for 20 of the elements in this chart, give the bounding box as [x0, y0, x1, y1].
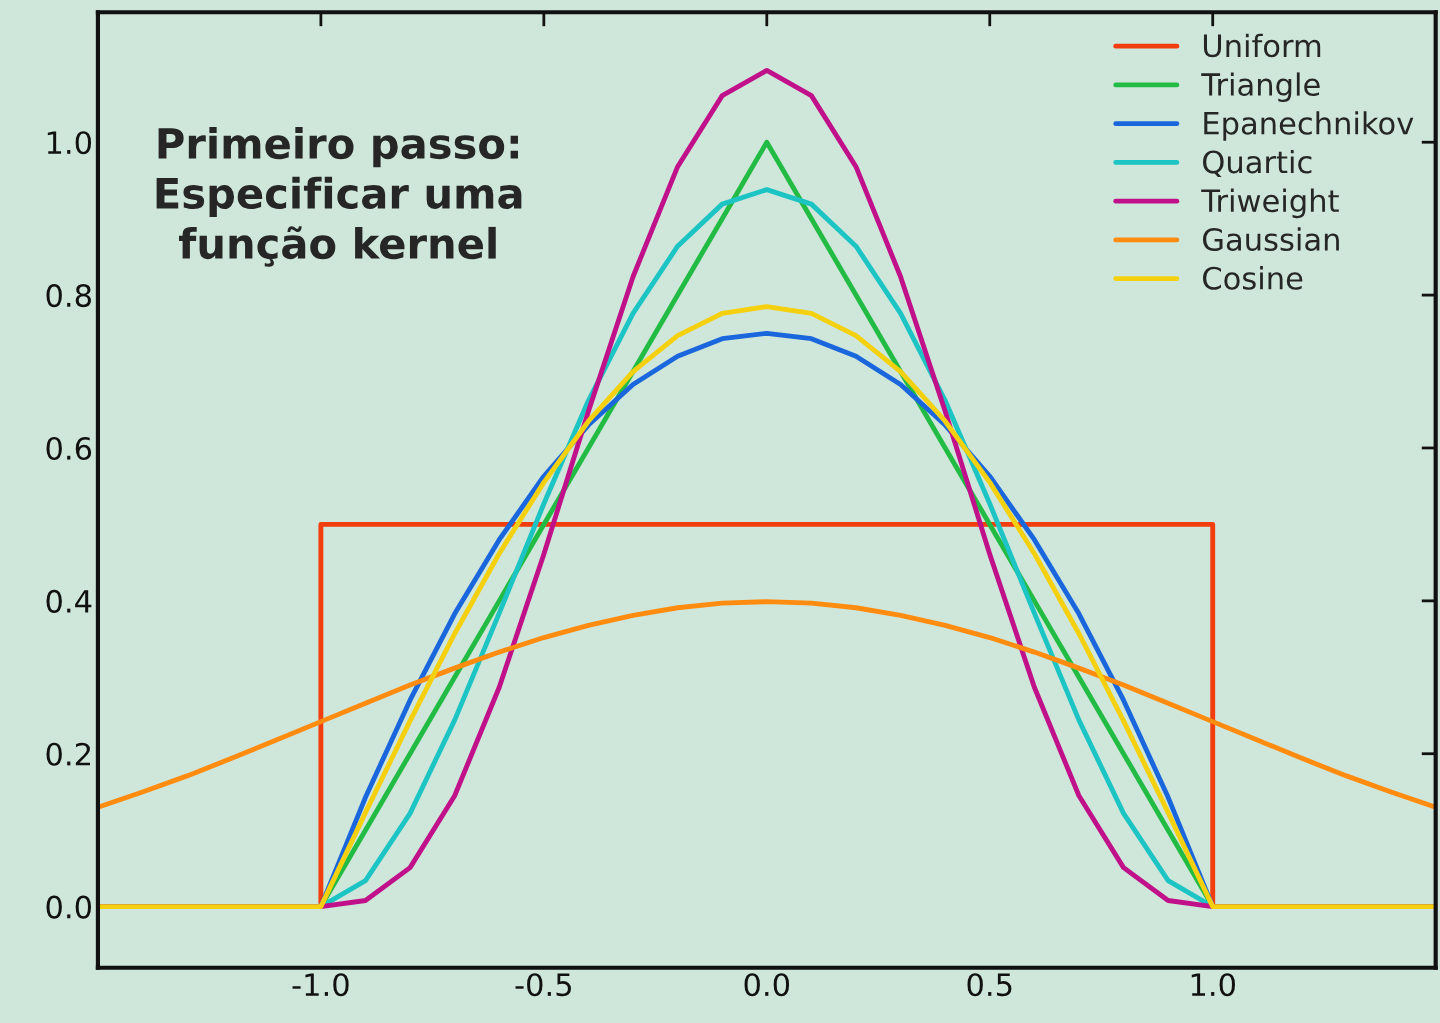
legend-label: Triweight [1201, 188, 1339, 219]
x-tick-label: 0.0 [744, 973, 790, 997]
y-tick-label: 0.0 [46, 895, 92, 919]
x-tick-label: 0.5 [967, 973, 1012, 997]
y-tick-label: 0.8 [46, 284, 91, 308]
legend-label: Epanechnikov [1204, 111, 1414, 141]
legend-label: Triangle [1201, 72, 1320, 102]
y-tick-label: 0.6 [46, 436, 92, 461]
annotation: Primeiro passo: Especificar uma função kernel [156, 126, 522, 267]
x-tick-label: -0.5 [515, 973, 571, 997]
legend-label: Quartic [1203, 149, 1312, 178]
x-tick-label: 1.0 [1191, 973, 1235, 997]
line-series [97, 599, 1436, 810]
legend-label: Gaussian [1203, 227, 1339, 252]
legend-label: Uniform [1203, 33, 1321, 58]
y-tick-label: 0.2 [46, 742, 90, 766]
x-tick-label: -1.0 [292, 973, 349, 997]
y-tick-label: 0.4 [46, 589, 92, 613]
y-tick-label: 1.0 [47, 131, 92, 155]
legend-label: Cosine [1203, 266, 1303, 290]
